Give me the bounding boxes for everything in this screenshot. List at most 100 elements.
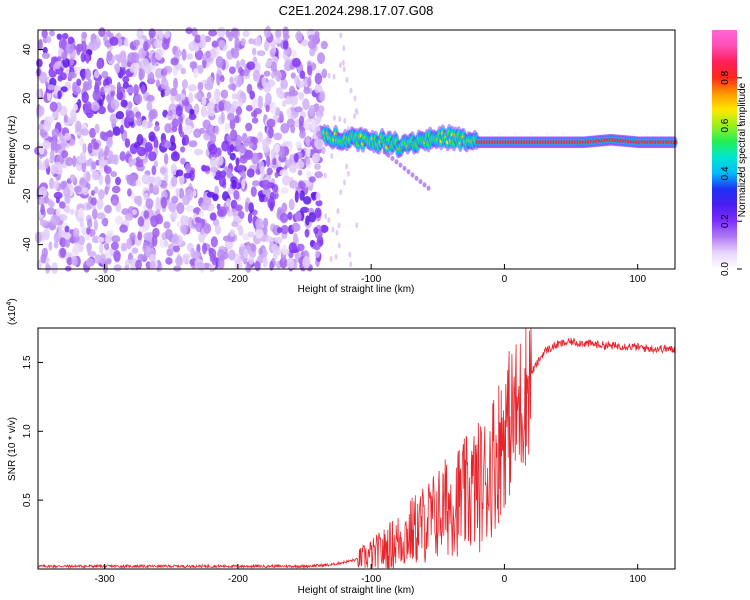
spectrogram-cell xyxy=(229,229,235,238)
spectrogram-cell xyxy=(294,76,299,85)
spectrogram-x-tick-label: 100 xyxy=(629,274,646,285)
spectrogram-cell xyxy=(72,85,81,96)
spectrogram-cell xyxy=(398,162,403,168)
spectrogram-cell xyxy=(126,110,135,123)
spectrogram-cell xyxy=(61,32,69,40)
spectrogram-cell xyxy=(422,182,427,188)
spectrogram-cell xyxy=(295,141,303,149)
spectrogram-cell xyxy=(115,111,125,120)
spectrogram-cell xyxy=(349,261,353,268)
spectrogram-cell xyxy=(188,140,198,148)
spectrogram-cell xyxy=(308,212,317,223)
spectrogram-cell xyxy=(426,185,431,191)
spectrogram-cell xyxy=(172,245,180,253)
spectrogram-cell xyxy=(84,68,92,80)
spectrogram-cell xyxy=(49,177,55,190)
spectrogram-cell xyxy=(199,127,206,135)
spectrogram-cell xyxy=(336,208,340,215)
spectrogram-cell xyxy=(286,257,295,270)
spectrogram-cell xyxy=(227,112,235,121)
spectrogram-cell xyxy=(339,189,343,196)
spectrogram-cell xyxy=(242,30,250,38)
spectrogram-cell xyxy=(314,250,320,258)
spectrogram-cell xyxy=(298,91,305,101)
spectrogram-cell xyxy=(50,163,55,176)
spectrogram-cell xyxy=(168,109,173,117)
spectrogram-cell xyxy=(394,159,399,165)
spectrogram-cell xyxy=(151,165,157,176)
spectrogram-cell xyxy=(297,169,303,176)
spectrogram-cell xyxy=(94,79,102,87)
spectrogram-cell xyxy=(154,49,163,61)
spectrogram-cell xyxy=(279,257,288,269)
spectrogram-cell xyxy=(334,253,338,260)
spectrogram-cell xyxy=(40,203,45,216)
spectrogram-cell xyxy=(269,260,274,271)
spectrogram-cell xyxy=(120,242,128,252)
spectrogram-cell xyxy=(93,141,100,150)
spectrogram-cell xyxy=(225,29,231,38)
spectrogram-cell xyxy=(144,219,151,231)
spectrogram-y-tick-label: 0 xyxy=(22,144,33,150)
spectrogram-cell xyxy=(98,156,105,168)
spectrogram-cell xyxy=(143,210,150,219)
spectrogram-cell xyxy=(138,67,145,80)
spectrogram-cell xyxy=(73,186,82,193)
spectrogram-cell xyxy=(89,127,96,139)
colorbar-gradient xyxy=(712,30,737,269)
spectrogram-cell xyxy=(106,50,113,62)
spectrogram-cell xyxy=(216,26,226,38)
spectrogram-cell xyxy=(266,155,271,168)
spectrogram-cell xyxy=(65,157,74,167)
spectrogram-cell xyxy=(234,37,240,49)
spectrogram-cell xyxy=(43,195,49,204)
spectrogram-cell xyxy=(180,146,186,153)
spectrogram-cell xyxy=(38,71,48,84)
spectrogram-cell xyxy=(122,75,130,83)
spectrogram-cell xyxy=(143,232,152,241)
spectrogram-cell xyxy=(229,129,238,142)
spectrogram-cell xyxy=(182,224,187,236)
spectrogram-cell xyxy=(81,91,89,104)
spectrogram-cell xyxy=(88,158,93,165)
spectrogram-cell xyxy=(262,188,272,195)
spectrogram-cell xyxy=(104,242,110,251)
spectrogram-cell xyxy=(224,100,232,112)
spectrogram-cell xyxy=(211,40,219,48)
spectrogram-cell xyxy=(145,198,154,209)
spectrogram-cell xyxy=(126,188,132,197)
spectrogram-cell xyxy=(263,81,272,93)
spectrogram-cell xyxy=(248,202,254,214)
spectrogram-cell xyxy=(289,94,299,107)
spectrogram-cell xyxy=(129,232,136,240)
spectrogram-cell xyxy=(202,195,212,207)
spectrogram-cell xyxy=(382,149,387,155)
spectrogram-cell xyxy=(113,154,119,166)
spectrogram-cell xyxy=(131,247,139,254)
spectrogram-cell xyxy=(313,226,319,235)
spectrogram-cell xyxy=(113,250,121,262)
spectrogram-cell xyxy=(92,89,102,102)
spectrogram-cell xyxy=(174,93,182,102)
spectrogram-cell xyxy=(147,71,155,84)
spectrogram-cell xyxy=(331,226,335,233)
spectrogram-cell xyxy=(231,48,240,59)
spectrogram-cell xyxy=(194,34,202,44)
spectrogram-cell xyxy=(137,146,146,157)
spectrogram-cell xyxy=(236,60,241,70)
spectrogram-cell xyxy=(220,111,225,124)
spectrogram-cell xyxy=(402,165,407,171)
spectrogram-cell xyxy=(266,167,273,176)
spectrogram-cell xyxy=(252,69,261,82)
snr-y-ticks: 0.5 1.0 1.5 xyxy=(22,355,43,507)
spectrogram-cell xyxy=(208,29,218,37)
spectrogram-cell xyxy=(149,183,154,194)
spectrogram-cell xyxy=(87,78,92,86)
spectrogram-cell xyxy=(113,264,122,272)
spectrogram-cell xyxy=(106,137,113,149)
spectrogram-cell xyxy=(235,157,240,167)
colorbar-tick-label: 0.8 xyxy=(720,70,731,84)
spectrogram-cell xyxy=(152,184,160,194)
spectrogram-cell xyxy=(406,169,411,175)
